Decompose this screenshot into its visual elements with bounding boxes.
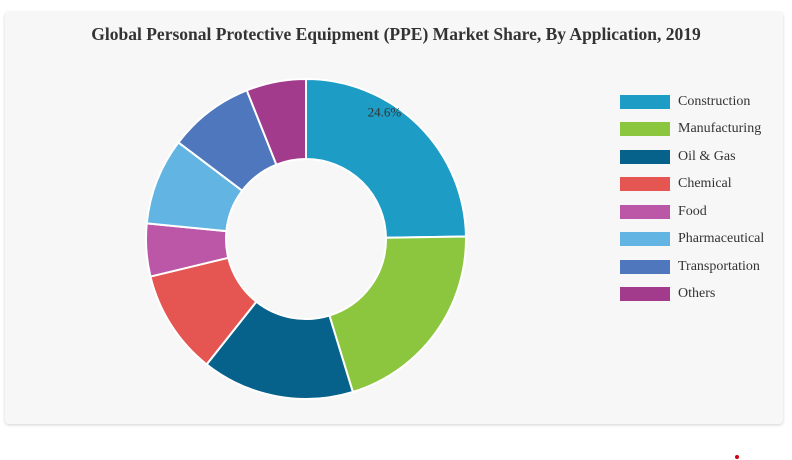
legend-label-food: Food — [678, 203, 707, 219]
legend-label-chemical: Chemical — [678, 176, 732, 192]
legend-swatch-food — [620, 204, 670, 219]
legend-label-pharmaceutical: Pharmaceutical — [678, 231, 765, 247]
legend-swatch-transportation — [620, 259, 670, 274]
legend-label-transportation: Transportation — [678, 258, 760, 274]
legend-item-construction[interactable]: Construction — [620, 88, 764, 116]
slice-manufacturing[interactable] — [328, 235, 467, 394]
legend-label-construction: Construction — [678, 93, 751, 109]
legend-item-food[interactable]: Food — [620, 198, 764, 226]
legend-swatch-oil-gas — [620, 149, 670, 164]
decorative-dot — [735, 455, 739, 459]
legend-item-transportation[interactable]: Transportation — [620, 253, 764, 281]
data-label-construction: 24.6% — [368, 104, 402, 119]
legend-swatch-chemical — [620, 177, 670, 192]
legend-item-pharmaceutical[interactable]: Pharmaceutical — [620, 226, 764, 254]
legend-swatch-others — [620, 287, 670, 302]
chart-legend: Construction Manufacturing Oil & Gas Chemic… — [620, 88, 764, 308]
legend-swatch-pharmaceutical — [620, 232, 670, 247]
legend-label-others: Others — [678, 286, 716, 302]
legend-swatch-construction — [620, 94, 670, 109]
legend-item-chemical[interactable]: Chemical — [620, 171, 764, 199]
legend-label-manufacturing: Manufacturing — [678, 121, 762, 137]
legend-swatch-manufacturing — [620, 122, 670, 137]
slice-construction[interactable] — [305, 77, 467, 239]
slice-others[interactable] — [245, 77, 307, 166]
chart-title: Global Personal Protective Equipment (PP… — [91, 24, 701, 44]
legend-item-manufacturing[interactable]: Manufacturing — [620, 116, 764, 144]
legend-item-others[interactable]: Others — [620, 281, 764, 309]
legend-item-oil-gas[interactable]: Oil & Gas — [620, 143, 764, 171]
legend-label-oil-gas: Oil & Gas — [678, 148, 736, 164]
